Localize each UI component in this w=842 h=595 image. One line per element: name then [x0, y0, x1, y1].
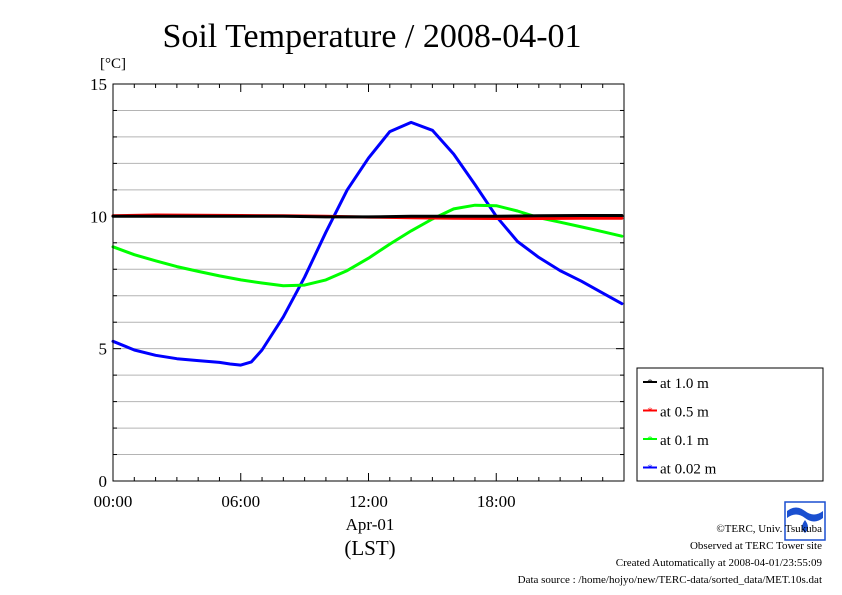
- series-line-at-0-02-m: [111, 120, 624, 367]
- x-axis-unit: (LST): [344, 536, 395, 560]
- legend-label: at 0.02 m: [660, 462, 717, 478]
- grid: [113, 109, 624, 456]
- x-ticks: 00:00 06:00 12:00 18:00: [94, 84, 625, 511]
- legend-marker: *: [647, 463, 653, 475]
- x-axis-date: Apr-01: [346, 515, 395, 534]
- chart-title: Soil Temperature / 2008-04-01: [162, 18, 581, 55]
- series-lines: [111, 120, 624, 367]
- legend-box: [636, 367, 824, 482]
- x-tick-label: 12:00: [349, 492, 388, 511]
- x-tick-label: 06:00: [221, 492, 260, 511]
- x-tick-label: 00:00: [94, 492, 133, 511]
- y-tick-label: 10: [90, 207, 107, 226]
- y-tick-label: 0: [99, 472, 108, 491]
- legend-label: at 0.1 m: [660, 433, 709, 449]
- data-source-text: Data source : /home/hojyo/new/TERC-data/…: [518, 574, 822, 586]
- legend-label: at 0.5 m: [660, 405, 709, 421]
- copyright-text: ©TERC, Univ. Tsukuba: [716, 523, 822, 535]
- observed-text: Observed at TERC Tower site: [690, 540, 822, 552]
- logo-wave-icon: [787, 507, 823, 522]
- legend: * at 1.0 m * at 0.5 m * at 0.1 m * at 0.02 m: [636, 367, 824, 482]
- legend-marker: *: [647, 377, 653, 389]
- y-ticks: 0 5 10 15: [90, 75, 624, 491]
- created-text: Created Automatically at 2008-04-01/23:5…: [616, 557, 823, 569]
- legend-marker: *: [647, 406, 653, 418]
- terc-logo: [784, 501, 826, 541]
- legend-label: at 1.0 m: [660, 376, 709, 392]
- legend-marker: *: [647, 434, 653, 446]
- x-tick-label: 18:00: [477, 492, 516, 511]
- logo-drop-icon: [802, 520, 808, 533]
- plot-frame: [112, 83, 625, 482]
- y-tick-label: 5: [99, 340, 108, 359]
- series-line-at-1-0-m: [111, 214, 624, 219]
- y-axis-unit: [°C]: [100, 56, 126, 72]
- y-tick-label: 15: [90, 75, 107, 94]
